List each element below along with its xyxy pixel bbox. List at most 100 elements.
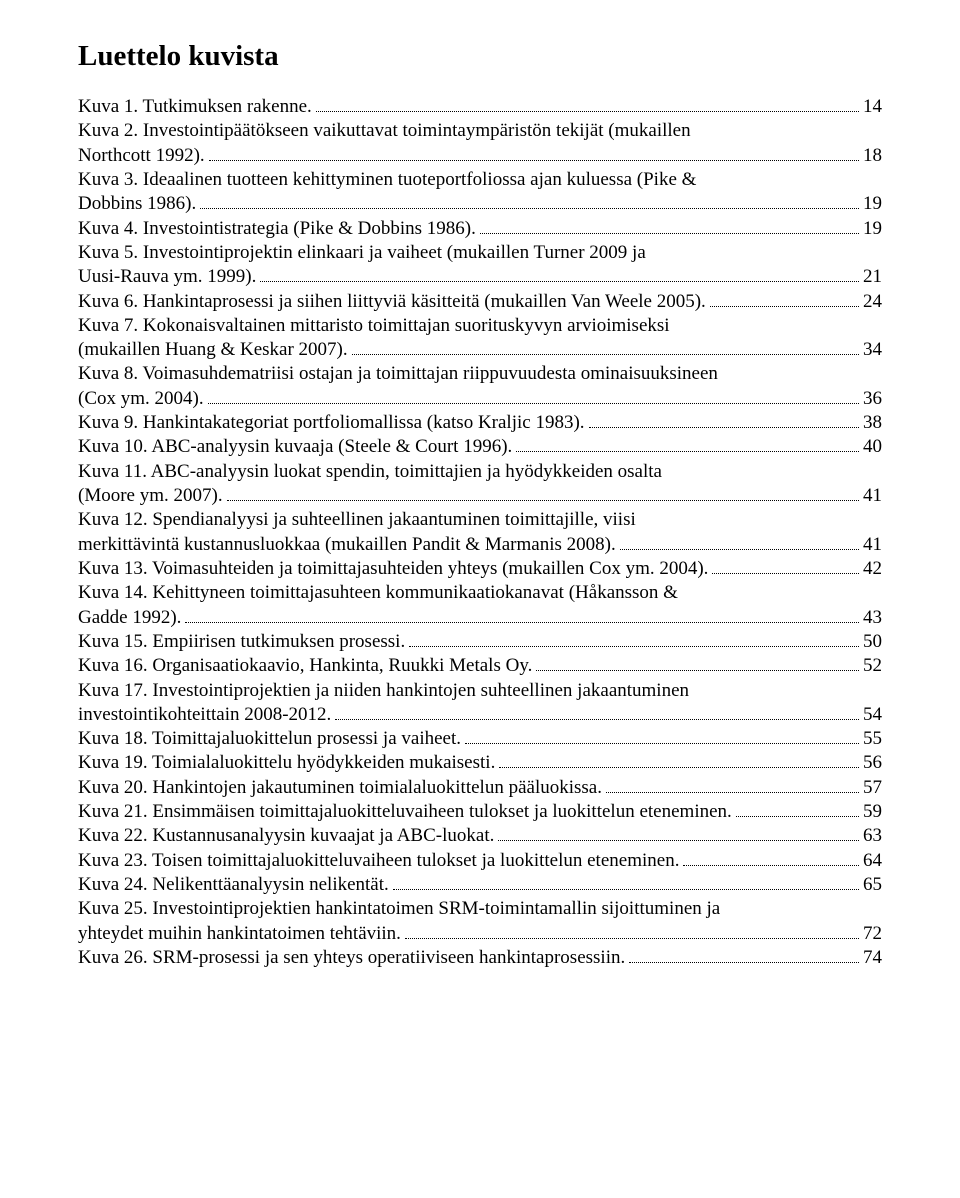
page-title: Luettelo kuvista — [78, 40, 882, 73]
toc-page-number: 19 — [863, 192, 882, 216]
toc-entry-line: Kuva 17. Investointiprojektien ja niiden… — [78, 679, 882, 703]
toc-page-number: 54 — [863, 703, 882, 727]
toc-leader-dots — [316, 96, 859, 112]
toc-leader-dots — [536, 655, 859, 671]
toc-page-number: 64 — [863, 849, 882, 873]
toc-entry-text: yhteydet muihin hankintatoimen tehtäviin… — [78, 922, 401, 946]
toc-leader-dots — [712, 558, 859, 574]
toc-leader-dots — [499, 752, 859, 768]
toc-page-number: 43 — [863, 606, 882, 630]
toc-entry-text: Northcott 1992). — [78, 144, 205, 168]
toc-entry-text: Kuva 15. Empiirisen tutkimuksen prosessi… — [78, 630, 405, 654]
toc-leader-dots — [516, 436, 859, 452]
toc-page-number: 41 — [863, 484, 882, 508]
toc-leader-dots — [629, 947, 859, 963]
toc-entry: Kuva 20. Hankintojen jakautuminen toimia… — [78, 776, 882, 800]
toc-entry: (Cox ym. 2004). 36 — [78, 387, 882, 411]
toc-entry: yhteydet muihin hankintatoimen tehtäviin… — [78, 922, 882, 946]
toc-entry: Kuva 21. Ensimmäisen toimittajaluokittel… — [78, 800, 882, 824]
toc-entry-line: Kuva 11. ABC-analyysin luokat spendin, t… — [78, 460, 882, 484]
toc-page-number: 40 — [863, 435, 882, 459]
toc-entry: Dobbins 1986). 19 — [78, 192, 882, 216]
toc-entry-text: Dobbins 1986). — [78, 192, 196, 216]
toc-entry: Kuva 23. Toisen toimittajaluokitteluvaih… — [78, 849, 882, 873]
toc-leader-dots — [620, 533, 859, 549]
toc-entry: Northcott 1992). 18 — [78, 144, 882, 168]
toc-entry-text: Kuva 16. Organisaatiokaavio, Hankinta, R… — [78, 654, 532, 678]
toc-entry-text: Kuva 13. Voimasuhteiden ja toimittajasuh… — [78, 557, 708, 581]
toc-page-number: 63 — [863, 824, 882, 848]
toc-entry-text: Kuva 22. Kustannusanalyysin kuvaajat ja … — [78, 824, 494, 848]
toc-entry-text: Kuva 1. Tutkimuksen rakenne. — [78, 95, 312, 119]
toc-page-number: 57 — [863, 776, 882, 800]
toc-entry-text: Uusi-Rauva ym. 1999). — [78, 265, 256, 289]
toc-leader-dots — [480, 217, 859, 233]
toc-entry-line: Kuva 8. Voimasuhdematriisi ostajan ja to… — [78, 362, 882, 386]
toc-page-number: 19 — [863, 217, 882, 241]
toc-entry: Gadde 1992). 43 — [78, 606, 882, 630]
toc-page-number: 59 — [863, 800, 882, 824]
toc-leader-dots — [683, 850, 859, 866]
toc-leader-dots — [606, 777, 859, 793]
toc-leader-dots — [465, 728, 859, 744]
toc-entry: (Moore ym. 2007). 41 — [78, 484, 882, 508]
toc-leader-dots — [393, 874, 859, 890]
toc-page-number: 42 — [863, 557, 882, 581]
toc-entry: Kuva 6. Hankintaprosessi ja siihen liitt… — [78, 290, 882, 314]
toc-leader-dots — [409, 631, 859, 647]
toc-entry-text: Kuva 21. Ensimmäisen toimittajaluokittel… — [78, 800, 732, 824]
toc-entry: Kuva 22. Kustannusanalyysin kuvaajat ja … — [78, 824, 882, 848]
toc-entry-line: Kuva 25. Investointiprojektien hankintat… — [78, 897, 882, 921]
toc-entry-text: merkittävintä kustannusluokkaa (mukaille… — [78, 533, 616, 557]
toc-page-number: 50 — [863, 630, 882, 654]
toc-entry-text: Kuva 10. ABC-analyysin kuvaaja (Steele &… — [78, 435, 512, 459]
toc-entry-line: Kuva 2. Investointipäätökseen vaikuttava… — [78, 119, 882, 143]
toc-leader-dots — [736, 801, 859, 817]
toc-leader-dots — [352, 339, 859, 355]
toc-entry: Kuva 26. SRM-prosessi ja sen yhteys oper… — [78, 946, 882, 970]
toc-entry: Kuva 15. Empiirisen tutkimuksen prosessi… — [78, 630, 882, 654]
toc-leader-dots — [209, 144, 859, 160]
toc-page-number: 34 — [863, 338, 882, 362]
toc-entry-text: (Cox ym. 2004). — [78, 387, 204, 411]
toc-entry-line: Kuva 12. Spendianalyysi ja suhteellinen … — [78, 508, 882, 532]
toc-entry: merkittävintä kustannusluokkaa (mukaille… — [78, 533, 882, 557]
toc-entry: Uusi-Rauva ym. 1999). 21 — [78, 265, 882, 289]
toc-page-number: 56 — [863, 751, 882, 775]
toc-leader-dots — [710, 290, 859, 306]
toc-leader-dots — [589, 412, 859, 428]
toc-entry: Kuva 24. Nelikenttäanalyysin nelikentät.… — [78, 873, 882, 897]
toc-leader-dots — [405, 922, 859, 938]
toc-page-number: 52 — [863, 654, 882, 678]
toc-entry-text: Kuva 20. Hankintojen jakautuminen toimia… — [78, 776, 602, 800]
toc-leader-dots — [260, 266, 859, 282]
toc-leader-dots — [185, 606, 859, 622]
toc-entry-line: Kuva 5. Investointiprojektin elinkaari j… — [78, 241, 882, 265]
toc-page-number: 38 — [863, 411, 882, 435]
toc-entry: Kuva 16. Organisaatiokaavio, Hankinta, R… — [78, 654, 882, 678]
toc-entry: Kuva 1. Tutkimuksen rakenne. 14 — [78, 95, 882, 119]
toc-entry: Kuva 19. Toimialaluokittelu hyödykkeiden… — [78, 751, 882, 775]
toc-entry-text: Kuva 9. Hankintakategoriat portfoliomall… — [78, 411, 585, 435]
toc-page-number: 65 — [863, 873, 882, 897]
table-of-contents: Kuva 1. Tutkimuksen rakenne. 14Kuva 2. I… — [78, 95, 882, 970]
toc-page-number: 74 — [863, 946, 882, 970]
toc-entry: (mukaillen Huang & Keskar 2007). 34 — [78, 338, 882, 362]
toc-entry-text: Kuva 26. SRM-prosessi ja sen yhteys oper… — [78, 946, 625, 970]
toc-page-number: 21 — [863, 265, 882, 289]
toc-entry-text: Kuva 23. Toisen toimittajaluokitteluvaih… — [78, 849, 679, 873]
toc-page-number: 14 — [863, 95, 882, 119]
page-container: Luettelo kuvista Kuva 1. Tutkimuksen rak… — [0, 0, 960, 1198]
toc-page-number: 55 — [863, 727, 882, 751]
toc-leader-dots — [208, 388, 859, 404]
toc-entry-text: Kuva 4. Investointistrategia (Pike & Dob… — [78, 217, 476, 241]
toc-page-number: 24 — [863, 290, 882, 314]
toc-entry-text: Kuva 6. Hankintaprosessi ja siihen liitt… — [78, 290, 706, 314]
toc-entry-text: investointikohteittain 2008-2012. — [78, 703, 331, 727]
toc-entry-line: Kuva 7. Kokonaisvaltainen mittaristo toi… — [78, 314, 882, 338]
toc-entry-text: (Moore ym. 2007). — [78, 484, 223, 508]
toc-entry: investointikohteittain 2008-2012. 54 — [78, 703, 882, 727]
toc-leader-dots — [227, 485, 859, 501]
toc-entry-text: Kuva 24. Nelikenttäanalyysin nelikentät. — [78, 873, 389, 897]
toc-entry: Kuva 4. Investointistrategia (Pike & Dob… — [78, 217, 882, 241]
